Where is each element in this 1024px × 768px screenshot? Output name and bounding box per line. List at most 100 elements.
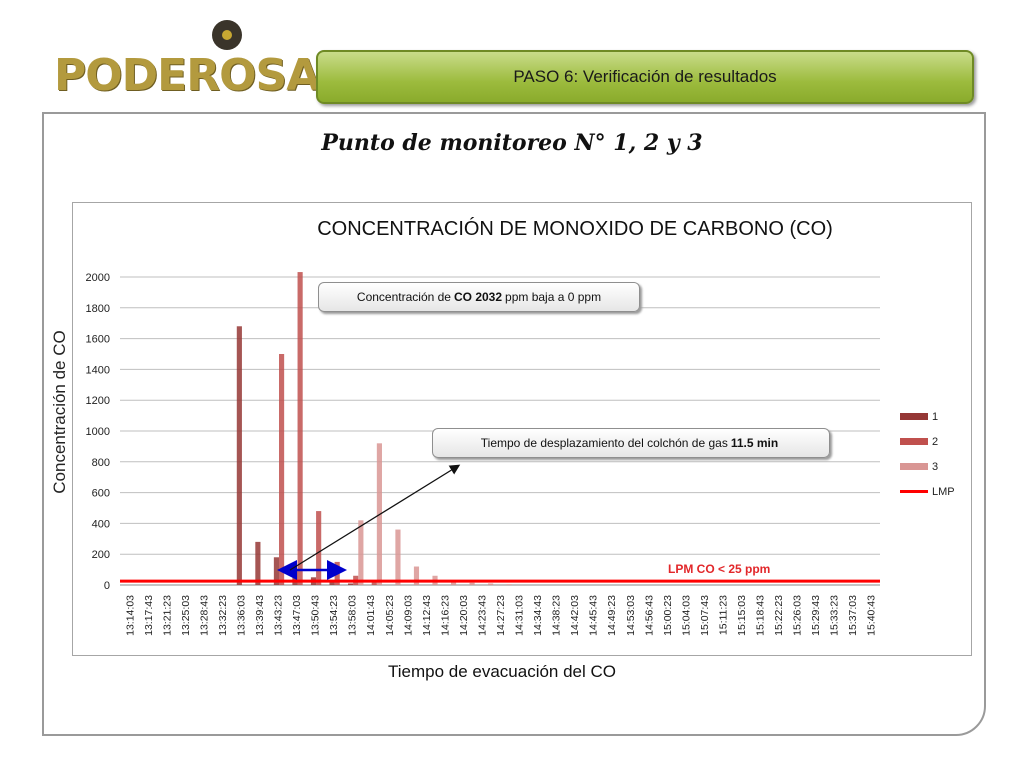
x-tick-label: 13:21:23	[161, 595, 173, 636]
legend-label-lmp: LMP	[932, 485, 955, 498]
legend-swatch-2	[900, 438, 928, 445]
x-tick-label: 15:11:23	[717, 595, 729, 635]
legend-item-1: 1	[900, 404, 970, 429]
y-tick-label: 1800	[86, 303, 110, 315]
x-tick-label: 14:05:23	[384, 595, 396, 636]
bar-series-1	[273, 557, 280, 585]
x-tick-label: 14:49:23	[606, 595, 618, 636]
bar-series-3	[506, 584, 512, 585]
bar-series-1	[348, 583, 354, 585]
x-tick-label: 15:33:23	[829, 595, 841, 636]
x-tick-label: 15:18:43	[755, 595, 767, 636]
x-tick-label: 13:43:23	[273, 595, 285, 636]
y-tick-label: 1200	[86, 395, 110, 407]
bar-series-1	[236, 326, 242, 585]
legend-item-3: 3	[900, 454, 970, 479]
displacement-callout-prefix: Tiempo de desplazamiento del colchón de …	[480, 436, 728, 450]
x-tick-label: 15:07:43	[699, 595, 711, 636]
bar-series-3	[488, 583, 494, 585]
x-tick-label: 15:22:23	[773, 595, 785, 636]
x-tick-label: 14:23:43	[476, 595, 488, 636]
y-tick-label: 2000	[86, 272, 110, 284]
bar-series-2	[316, 511, 322, 585]
bar-series-1	[255, 541, 261, 585]
bar-series-1	[329, 580, 335, 585]
company-logo: PODEROSA	[50, 20, 320, 101]
x-tick-label: 15:15:03	[736, 595, 748, 636]
x-axis-label: Tiempo de evacuación del CO	[387, 662, 617, 681]
x-tick-label: 15:00:23	[662, 595, 674, 636]
peak-callout-value: CO 2032	[453, 290, 503, 304]
legend-label-2: 2	[932, 435, 939, 448]
legend-swatch-3	[900, 463, 928, 470]
bar-series-3	[413, 566, 420, 585]
bar-series-3	[450, 580, 457, 585]
chart-title: CONCENTRACIÓN DE MONOXIDO DE CARBONO (CO…	[317, 218, 833, 240]
displacement-callout: Tiempo de desplazamiento del colchón de …	[432, 428, 830, 458]
lpm-label: LPM CO < 25 ppm	[668, 562, 771, 576]
x-tick-label: 14:34:43	[532, 595, 544, 636]
x-tick-label: 14:20:03	[458, 595, 470, 636]
y-tick-label: 1400	[86, 364, 110, 376]
x-tick-label: 14:01:43	[365, 595, 377, 636]
y-tick-label: 0	[104, 580, 110, 592]
bar-series-3	[395, 529, 401, 585]
x-tick-label: 15:04:03	[680, 595, 692, 636]
x-tick-label: 13:14:03	[124, 595, 136, 636]
y-tick-label: 200	[92, 549, 110, 561]
x-tick-label: 15:37:03	[847, 595, 859, 636]
x-tick-label: 14:09:03	[402, 595, 414, 636]
x-tick-label: 15:40:43	[866, 595, 878, 636]
peak-callout: Concentración de CO 2032 ppm baja a 0 pp…	[318, 282, 640, 312]
x-tick-label: 13:28:43	[198, 595, 210, 636]
y-tick-label: 800	[92, 457, 110, 469]
x-tick-label: 14:45:43	[588, 595, 600, 636]
x-tick-label: 13:54:23	[328, 595, 340, 636]
slide-title: Punto de monitoreo N° 1, 2 y 3	[321, 130, 703, 156]
bar-series-2	[371, 581, 377, 585]
peak-callout-suffix: ppm baja a 0 ppm	[505, 290, 602, 304]
x-tick-label: 14:16:23	[439, 595, 451, 636]
x-tick-label: 14:12:43	[421, 595, 433, 636]
legend-item-2: 2	[900, 429, 970, 454]
step-banner: PASO 6: Verificación de resultados	[316, 50, 974, 104]
x-tick-label: 15:26:03	[792, 595, 804, 636]
x-tick-label: 13:47:03	[291, 595, 303, 636]
x-tick-label: 14:42:03	[569, 595, 581, 636]
bar-series-2	[279, 354, 285, 585]
x-tick-label: 13:36:03	[235, 595, 247, 636]
bar-series-3	[358, 520, 364, 585]
legend-swatch-1	[900, 413, 928, 420]
x-tick-label: 14:53:03	[625, 595, 637, 636]
x-tick-label: 14:38:23	[551, 595, 563, 636]
x-tick-label: 14:31:03	[514, 595, 526, 636]
x-tick-label: 13:39:43	[254, 595, 266, 636]
x-tick-label: 15:29:43	[810, 595, 822, 636]
logo-emblem-icon	[212, 20, 242, 50]
x-tick-label: 13:50:43	[310, 595, 322, 636]
y-tick-label: 600	[92, 488, 110, 500]
legend-item-lmp: LMP	[900, 479, 970, 504]
chart-legend: 1 2 3 LMP	[900, 404, 970, 504]
x-tick-label: 14:56:43	[643, 595, 655, 636]
legend-swatch-lmp	[900, 490, 928, 493]
x-tick-label: 14:27:23	[495, 595, 507, 636]
x-tick-label: 13:58:03	[347, 595, 359, 636]
displacement-callout-value: 11.5 min	[730, 436, 779, 450]
y-tick-label: 1000	[86, 426, 110, 438]
x-tick-label: 13:32:23	[217, 595, 229, 636]
callout-pointer-arrow	[289, 464, 461, 571]
logo-text: PODEROSA	[54, 50, 320, 101]
bar-series-1	[292, 571, 298, 585]
legend-label-3: 3	[932, 460, 939, 473]
bar-series-2	[297, 272, 303, 585]
x-tick-label: 13:25:03	[180, 595, 192, 636]
step-label: PASO 6: Verificación de resultados	[513, 67, 777, 86]
y-tick-label: 400	[92, 518, 110, 530]
x-tick-label: 13:17:43	[143, 595, 155, 636]
peak-callout-prefix: Concentración de	[356, 290, 451, 304]
legend-label-1: 1	[932, 410, 939, 423]
bar-series-3	[469, 582, 475, 585]
y-tick-label: 1600	[86, 334, 110, 346]
